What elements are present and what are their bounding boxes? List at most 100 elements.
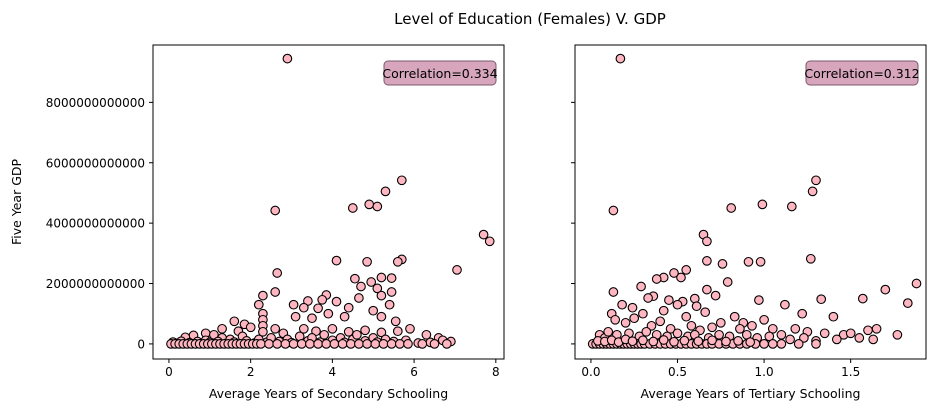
- scatter-point: [710, 290, 721, 301]
- scatter-point: [721, 336, 731, 347]
- scatter-point: [664, 295, 674, 305]
- scatter-point: [735, 323, 745, 334]
- scatter-point: [394, 339, 405, 349]
- scatter-point: [755, 256, 766, 267]
- scatter-point: [776, 339, 787, 349]
- scatter-point: [620, 317, 631, 328]
- scatter-point: [651, 274, 662, 284]
- scatter-point: [376, 311, 387, 322]
- scatter-point: [313, 339, 323, 349]
- scatter-point: [672, 328, 683, 339]
- figure-title: Level of Education (Females) V. GDP: [394, 10, 666, 28]
- y-tick-label: 2000000000000: [46, 277, 145, 291]
- scatter-point: [364, 199, 375, 210]
- scatter-point: [799, 333, 809, 343]
- scatter-point: [366, 277, 377, 287]
- scatter-point: [729, 311, 740, 322]
- scatter-point: [372, 201, 383, 212]
- scatter-point: [854, 333, 865, 343]
- scatter-point: [270, 287, 281, 297]
- scatter-point: [378, 339, 389, 349]
- scatter-point: [819, 328, 830, 339]
- scatter-points: [166, 53, 495, 349]
- scatter-point: [811, 339, 821, 349]
- scatter-point: [484, 236, 495, 247]
- scatter-point: [797, 308, 808, 319]
- y-axis-label: Five Year GDP: [9, 158, 24, 245]
- scatter-points: [587, 53, 922, 349]
- scatter-point: [321, 339, 332, 349]
- scatter-point: [608, 287, 619, 297]
- scatter-point: [331, 296, 342, 307]
- scatter-point: [693, 336, 704, 347]
- scatter-point: [405, 323, 415, 334]
- scatter-point: [403, 339, 413, 349]
- scatter-point: [339, 311, 350, 322]
- left-scatter-panel: 0 2 4 6 8 0 2000000000000 4000000000000 60000000…: [9, 44, 505, 401]
- correlation-text: Correlation=0.312: [804, 66, 919, 81]
- scatter-point: [857, 293, 868, 304]
- scatter-point: [757, 199, 768, 210]
- scatter-point: [828, 311, 839, 322]
- scatter-point: [707, 335, 717, 346]
- scatter-point: [681, 265, 692, 275]
- x-axis-label: Average Years of Tertiary Schooling: [641, 386, 861, 401]
- scatter-point: [362, 256, 372, 267]
- scatter-point: [280, 339, 291, 349]
- scatter-point: [702, 284, 712, 295]
- y-tick-label: 4000000000000: [46, 217, 145, 231]
- scatter-point: [386, 287, 397, 297]
- scatter-point: [811, 175, 821, 186]
- scatter-point: [245, 322, 256, 333]
- scatter-point: [298, 302, 309, 313]
- scatter-point: [352, 329, 362, 340]
- scatter-point: [290, 311, 301, 322]
- scatter-point: [793, 339, 804, 349]
- scatter-point: [282, 53, 293, 64]
- scatter-point: [892, 329, 903, 340]
- x-axis-label: Average Years of Secondary Schooling: [209, 386, 448, 401]
- scatter-point: [272, 339, 283, 349]
- scatter-point: [702, 256, 712, 266]
- scatter-point: [700, 307, 711, 318]
- scatter-point: [615, 53, 626, 64]
- scatter-point: [676, 272, 686, 283]
- scatter-point: [786, 201, 797, 212]
- scatter-point: [627, 302, 638, 313]
- scatter-point: [368, 305, 379, 316]
- scatter-point: [386, 339, 397, 349]
- scatter-point: [258, 290, 268, 301]
- scatter-point: [608, 205, 619, 216]
- scatter-point: [759, 339, 769, 349]
- scatter-point: [360, 325, 370, 336]
- scatter-point: [441, 339, 452, 349]
- scatter-point: [717, 259, 728, 269]
- scatter-point: [329, 339, 340, 349]
- scatter-point: [417, 339, 428, 349]
- scatter-point: [845, 328, 856, 339]
- scatter-point: [421, 329, 432, 340]
- scatter-point: [253, 299, 264, 310]
- scatter-point: [313, 303, 323, 314]
- scatter-point: [288, 339, 299, 349]
- scatter-point: [317, 294, 328, 305]
- scatter-point: [452, 265, 462, 275]
- scatter-point: [256, 339, 266, 349]
- scatter-point: [478, 229, 489, 240]
- scatter-point: [350, 273, 360, 284]
- scatter-point: [655, 316, 666, 327]
- x-tick-label: 6: [410, 365, 418, 379]
- scatter-point: [911, 278, 922, 289]
- scatter-point: [638, 308, 648, 319]
- scatter-point: [343, 326, 354, 337]
- scatter-point: [603, 326, 614, 337]
- correlation-annotation: Correlation=0.334: [382, 60, 498, 86]
- scatter-point: [337, 339, 348, 349]
- scatter-point: [759, 314, 769, 325]
- scatter-point: [384, 299, 395, 310]
- scatter-point: [617, 299, 627, 310]
- scatter-point: [776, 329, 787, 340]
- scatter-point: [745, 337, 756, 347]
- scatter-point: [229, 316, 240, 327]
